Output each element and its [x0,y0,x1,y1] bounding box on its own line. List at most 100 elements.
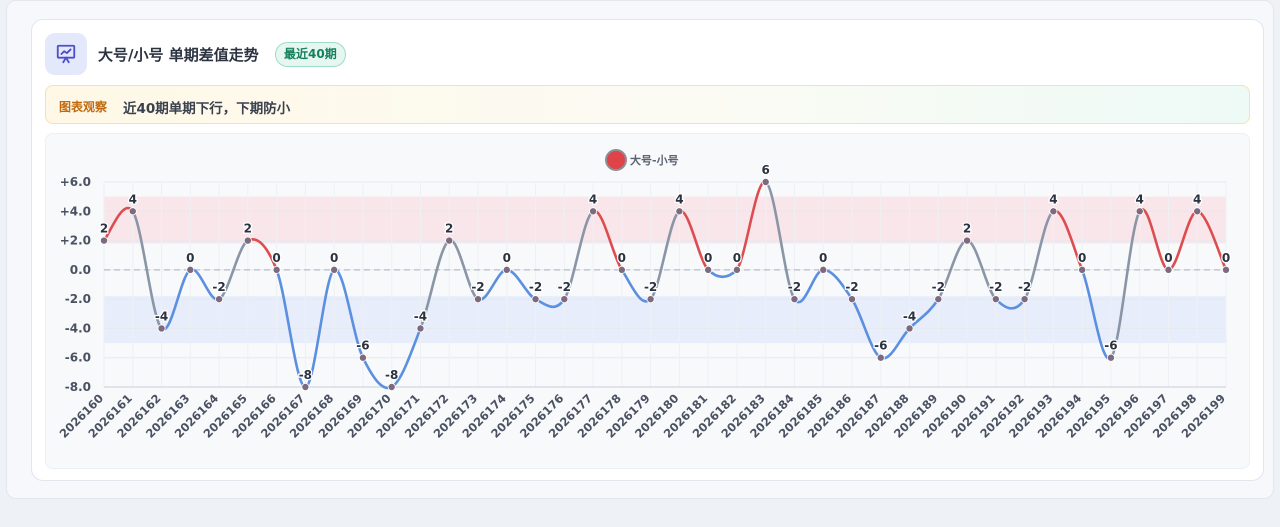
legend-marker [605,149,627,171]
data-label: -2 [471,280,484,294]
data-point [1020,295,1029,304]
positive-band [104,196,1226,244]
data-point [790,295,799,304]
y-tick-label: -6.0 [65,351,91,365]
data-point [387,382,396,391]
y-tick-label: +6.0 [60,175,91,189]
chart-card: 大号/小号 单期差值走势 最近40期 图表观察 近40期单期下行，下期防小 +6… [31,19,1264,481]
data-label: 2 [963,222,971,236]
series-line-segment [275,268,307,389]
data-label: 0 [733,251,741,265]
notice-tag: 图表观察 [59,100,108,114]
data-label: 4 [1049,192,1057,206]
data-point [704,265,713,274]
data-label: 2 [244,222,252,236]
series-line-segment [706,268,739,279]
data-point [1106,353,1115,362]
series-line-segment [764,180,796,301]
data-point [358,353,367,362]
data-point [531,295,540,304]
y-tick-label: -4.0 [65,321,91,335]
legend-label: 大号-小号 [630,153,679,167]
data-label: -8 [385,368,398,382]
data-point [991,295,1000,304]
data-point [301,382,310,391]
data-point [761,178,770,187]
data-point [128,207,137,216]
y-tick-label: -2.0 [65,292,91,306]
data-label: 0 [503,251,511,265]
series-line-segment [563,209,595,301]
data-point [186,265,195,274]
data-label: 4 [1193,192,1201,206]
y-tick-label: 0.0 [70,263,91,277]
period-badge: 最近40期 [275,42,346,67]
data-point [243,236,252,245]
data-label: -6 [1104,339,1117,353]
negative-band [104,296,1226,344]
data-label: -4 [414,309,427,323]
data-label: 0 [819,251,827,265]
data-point [675,207,684,216]
data-label: -2 [932,280,945,294]
data-label: -2 [558,280,571,294]
chart-panel: +6.0 +4.0 +2.0 0.0 -2.0 -4.0 -6.0 -8.0 2026160 20… [45,133,1250,469]
data-point [445,236,454,245]
data-point [963,236,972,245]
y-tick-label: -8.0 [65,380,91,394]
data-label: -2 [1018,280,1031,294]
data-label: 4 [1136,192,1144,206]
data-point [502,265,511,274]
data-point [1135,207,1144,216]
data-label: 0 [186,251,194,265]
data-label: -2 [845,280,858,294]
data-point [905,324,914,333]
data-label: 0 [704,251,712,265]
data-label: 0 [618,251,626,265]
data-label: -2 [644,280,657,294]
y-tick-label: +2.0 [60,234,91,248]
data-label: -2 [529,280,542,294]
data-point [1078,265,1087,274]
observation-notice: 图表观察 近40期单期下行，下期防小 [45,85,1250,124]
data-point [1193,207,1202,216]
data-point [473,295,482,304]
data-point [330,265,339,274]
data-point [560,295,569,304]
y-tick-label: +4.0 [60,204,91,218]
data-point [819,265,828,274]
data-label: 4 [589,192,597,206]
data-label: 0 [330,251,338,265]
data-point [157,324,166,333]
outer-panel: 大号/小号 单期差值走势 最近40期 图表观察 近40期单期下行，下期防小 +6… [6,0,1274,499]
data-point [934,295,943,304]
data-point [617,265,626,274]
chart-title: 大号/小号 单期差值走势 [98,46,259,64]
data-label: -2 [212,280,225,294]
series-line-segment [419,239,451,330]
data-label: 0 [1164,251,1172,265]
data-label: 0 [1078,251,1086,265]
data-point [1222,265,1231,274]
data-label: -2 [788,280,801,294]
data-label: -4 [155,309,168,323]
presentation-chart-icon [45,33,87,75]
series-line-segment [304,268,336,389]
data-label: -4 [903,309,916,323]
notice-text: 近40期单期下行，下期防小 [123,101,291,117]
series-line-segment [1023,209,1055,301]
data-point [646,295,655,304]
diff-line-chart: +6.0+4.0+2.00.0-2.0-4.0-6.0-8.0202616020… [57,149,1231,441]
data-label: -2 [989,280,1002,294]
series-line-segment [649,209,681,301]
data-label: 2 [100,222,108,236]
series-line-segment [1109,209,1141,360]
data-point [589,207,598,216]
data-point [1049,207,1058,216]
data-point [215,295,224,304]
data-point [272,265,281,274]
data-label: -8 [299,368,312,382]
data-point [732,265,741,274]
data-point [876,353,885,362]
data-label: 4 [129,192,137,206]
